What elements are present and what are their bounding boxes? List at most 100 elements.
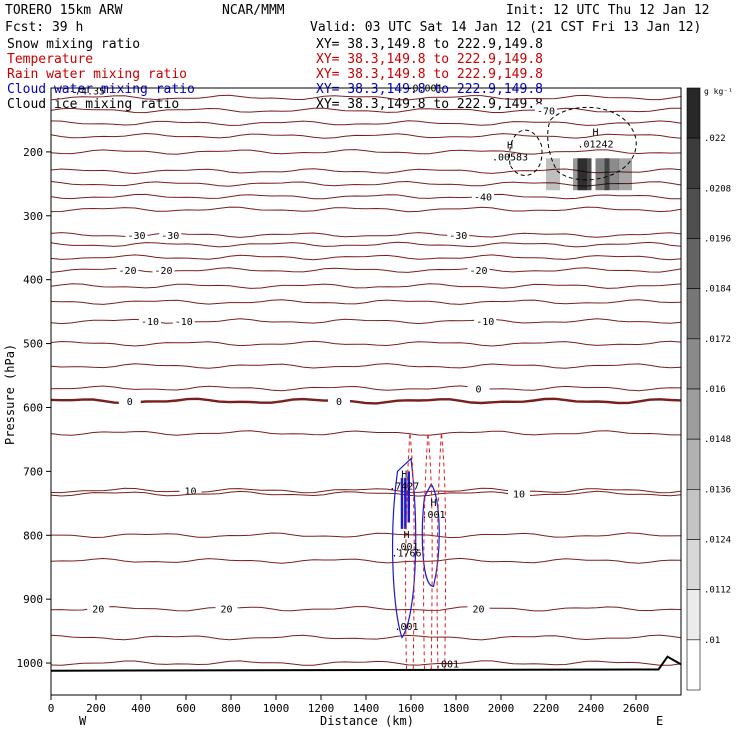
isotherm-line: [50, 363, 682, 369]
isotherm-label-bg: [118, 395, 141, 407]
isotherm-label-bg: [159, 228, 182, 240]
colorbar-tick-label: .0124: [704, 536, 731, 546]
isotherm-line: [50, 132, 682, 139]
colorbar-swatch: [686, 438, 701, 490]
isotherm-line: [50, 120, 682, 126]
x-axis-label: Distance (km): [320, 714, 414, 728]
hydrometeor-layer: [391, 106, 637, 670]
cloud-water-contour: [391, 457, 417, 639]
y-tick-label: 200: [23, 146, 43, 159]
isotherm-label: -20: [118, 266, 136, 277]
x-tick-label: 1800: [443, 702, 470, 715]
cloud-ice-contour: [547, 106, 637, 181]
terrain-line: [50, 655, 682, 672]
x-tick-label: 2600: [623, 702, 650, 715]
colorbar-swatch: [686, 489, 701, 540]
colorbar-tick-label: .0196: [704, 235, 731, 245]
y-tick-label: 700: [23, 465, 43, 478]
field-xy-cloud-ice: XY= 38.3,149.8 to 222.9,149.8: [316, 97, 543, 112]
terrain-layer: [50, 655, 682, 672]
x-tick-label: 2200: [533, 702, 560, 715]
isotherm-label-bg: [467, 602, 490, 614]
x-axis-west: W: [79, 714, 87, 728]
isotherm-label: 10: [184, 487, 196, 498]
y-axis-label: Pressure (hPa): [3, 344, 17, 445]
isotherm-label: -10: [175, 317, 193, 328]
field-xy-cloud-water: XY= 38.3,149.8 to 222.9,149.8: [316, 82, 543, 97]
snow-shading: [618, 158, 632, 191]
x-tick-label: 800: [221, 702, 241, 715]
extremum-value: -74.35: [69, 86, 105, 97]
x-tick-label: 1400: [353, 702, 380, 715]
field-name-cloud-water: Cloud water mixing ratio: [7, 82, 195, 97]
isotherm-line: [50, 149, 682, 155]
extremum-marker: H: [507, 140, 513, 151]
field-name-rain: Rain water mixing ratio: [7, 67, 187, 82]
isotherm-label: 0: [127, 397, 133, 408]
snow-shading: [604, 158, 619, 191]
isotherm-label-bg: [467, 264, 490, 276]
colorbar-tick-label: .0208: [704, 184, 731, 194]
y-tick-label: 900: [23, 593, 43, 606]
x-tick-label: 1000: [263, 702, 290, 715]
isotherm-layer: 20 20 20 10 10 0 0 0 -10 -10 -10 -20 -20 -20 -30 -30 -30…: [50, 94, 682, 666]
isotherm-label-bg: [215, 602, 238, 614]
colorbar-tick-label: .0136: [704, 485, 731, 495]
isotherm-line: [50, 634, 682, 641]
isotherm-label-bg: [467, 382, 490, 394]
isotherm-line: [50, 340, 682, 347]
colorbar-tick-label: .0112: [704, 586, 731, 596]
isotherm-line: [50, 232, 682, 238]
x-tick-label: 1200: [308, 702, 335, 715]
colorbar: .022 .0208 .0196 .0184 .0172 .016 .0148 .0136 .0…: [686, 87, 731, 691]
isotherm-label-bg: [535, 104, 557, 116]
field-name-cloud-ice: Cloud ice mixing ratio: [7, 97, 179, 112]
snow-shading: [577, 158, 592, 191]
field-name-snow: Snow mixing ratio: [7, 37, 140, 52]
isotherm-label-bg: [116, 264, 139, 276]
isotherm-label: 0: [475, 384, 481, 395]
y-tick-label: 600: [23, 401, 43, 414]
cloud-water-contour: [421, 482, 440, 587]
extremum-marker: H: [592, 128, 598, 139]
isotherm-label: 10: [513, 490, 525, 501]
x-tick-label: 400: [131, 702, 151, 715]
isotherm-line: [50, 430, 681, 436]
isotherm-line: [50, 487, 682, 494]
isotherm-label-bg: [139, 315, 161, 327]
isotherm-label: -30: [161, 231, 179, 242]
colorbar-swatch: [686, 288, 701, 340]
colorbar-tick-label: .0172: [704, 335, 731, 345]
isotherm-label-bg: [87, 602, 110, 614]
isotherm-line: [50, 299, 682, 305]
init-time: Init: 12 UTC Thu 12 Jan 12: [506, 3, 710, 18]
colorbar-tick-label: .0148: [704, 435, 731, 445]
cloud-ice-contour: [509, 129, 543, 176]
isotherm-label: -10: [141, 317, 159, 328]
snow-shading: [595, 158, 610, 191]
isotherm-line: [50, 168, 682, 175]
colorbar-swatch: [686, 589, 701, 641]
extremum-marker: H: [403, 530, 409, 541]
field-name-temperature: Temperature: [7, 52, 93, 67]
isotherm-line: [50, 397, 682, 405]
isotherm-label-bg: [508, 487, 530, 499]
y-tick-label: 1000: [17, 657, 44, 670]
isotherm-line: [50, 241, 682, 248]
colorbar-swatch: [686, 388, 701, 440]
forecast-hour: Fcst: 39 h: [5, 20, 83, 35]
colorbar-tick-label: .022: [704, 134, 726, 144]
x-tick-label: 2400: [578, 702, 605, 715]
isotherm-label: -70: [537, 106, 555, 117]
isotherm-line: [50, 267, 682, 273]
y-tick-label: 800: [23, 529, 43, 542]
extremum-value: .01242: [577, 140, 613, 151]
extremum-value: -0.001: [406, 83, 442, 94]
colorbar-tick-label: .01: [704, 636, 720, 646]
isotherm-line: [50, 606, 682, 612]
model-title: TORERO 15km ARW: [5, 3, 123, 18]
extremum-value: .001: [421, 510, 445, 521]
y-tick-label: 300: [23, 210, 43, 223]
isotherm-label: -40: [474, 193, 492, 204]
extremum-value: .7427: [389, 481, 419, 492]
